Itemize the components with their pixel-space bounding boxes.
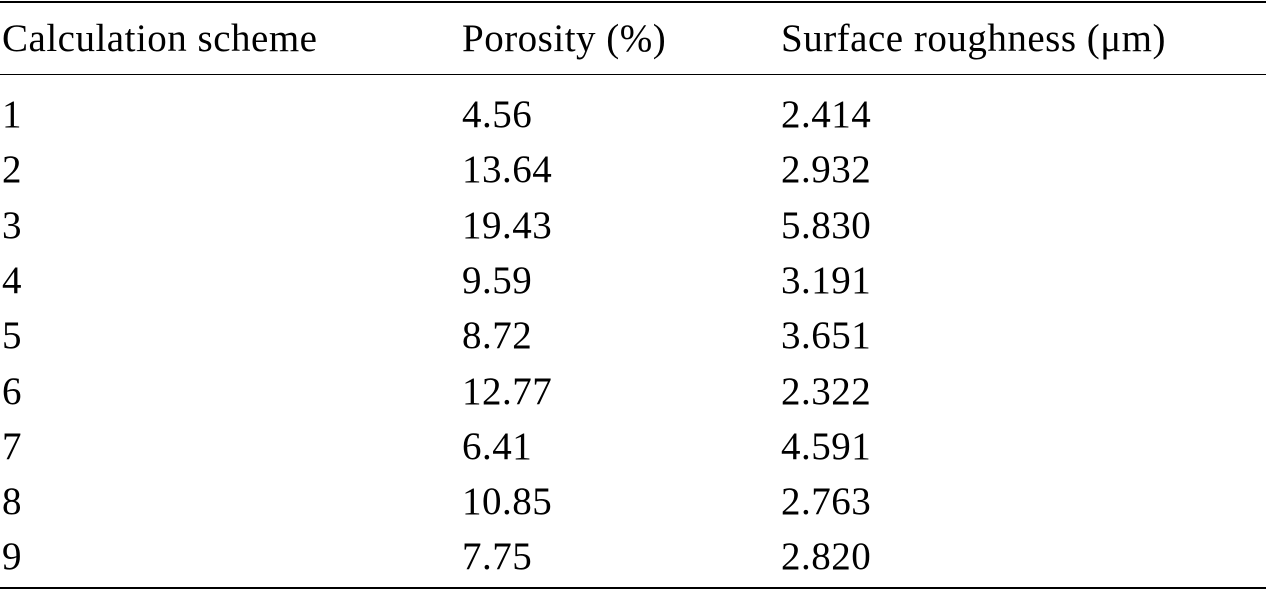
table-cell: 6 <box>2 369 22 413</box>
table-cell: 9.59 <box>462 258 533 302</box>
table-cell: 3 <box>2 203 22 247</box>
table-cell: 13.64 <box>462 148 553 192</box>
table-cell: 2.820 <box>781 535 872 579</box>
table-cell: 2.763 <box>781 480 872 524</box>
header-rule <box>0 74 1266 75</box>
table-cell: 3.191 <box>781 258 872 302</box>
table-cell: 8 <box>2 480 22 524</box>
table-cell: 19.43 <box>462 203 553 247</box>
table-cell: 7 <box>2 424 22 468</box>
column-header: Surface roughness (μm) <box>781 17 1166 60</box>
top-rule <box>0 1 1266 3</box>
table-cell: 2.932 <box>781 148 872 192</box>
table-cell: 7.75 <box>462 535 533 579</box>
bottom-rule <box>0 587 1266 589</box>
table-cell: 4 <box>2 258 22 302</box>
column-header: Porosity (%) <box>462 17 667 60</box>
column-header: Calculation scheme <box>2 17 318 60</box>
table-cell: 2.414 <box>781 93 872 136</box>
table-cell: 6.41 <box>462 424 533 468</box>
table-cell: 4.591 <box>781 424 872 468</box>
table-cell: 10.85 <box>462 480 553 524</box>
table-cell: 1 <box>2 93 22 136</box>
table-cell: 2.322 <box>781 369 872 413</box>
table-cell: 8.72 <box>462 314 533 358</box>
table-cell: 2 <box>2 148 22 192</box>
table-cell: 9 <box>2 535 22 579</box>
table-cell: 4.56 <box>462 93 533 136</box>
table-cell: 5 <box>2 314 22 358</box>
table-cell: 3.651 <box>781 314 872 358</box>
table-cell: 12.77 <box>462 369 553 413</box>
table-cell: 5.830 <box>781 203 872 247</box>
